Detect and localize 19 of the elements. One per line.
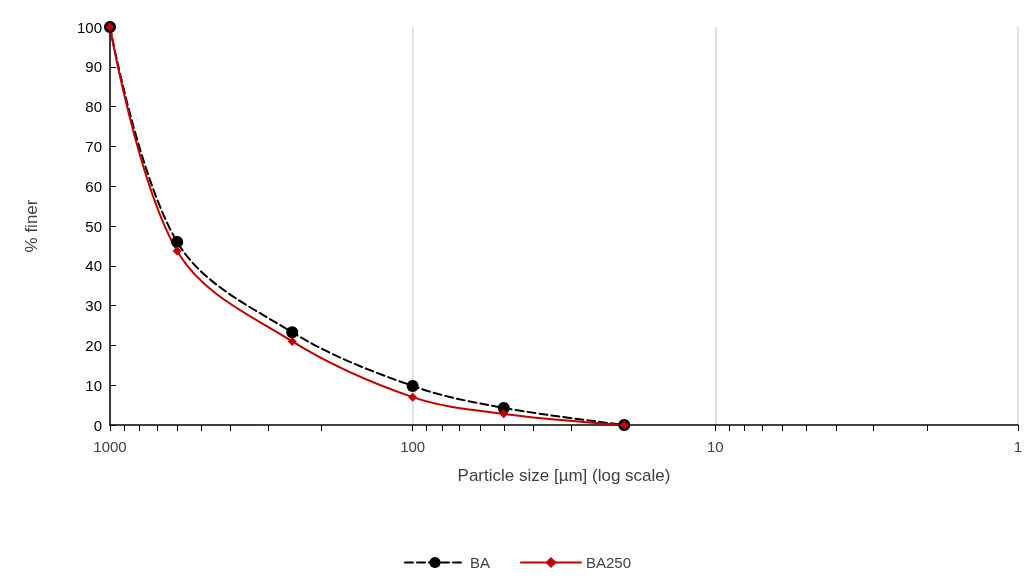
- x-tick-label: 10: [706, 438, 724, 455]
- x-tick-label: 1: [1013, 438, 1023, 455]
- x-axis-title: Particle size [µm] (log scale): [457, 466, 671, 485]
- y-tick-label: 40: [85, 257, 102, 275]
- y-tick-label: 0: [93, 416, 102, 434]
- y-tick-label: 60: [85, 177, 102, 195]
- x-tick-label: 100: [400, 438, 426, 455]
- y-tick-label: 70: [85, 137, 102, 155]
- legend-label: BA: [469, 554, 490, 571]
- y-tick-label: 20: [85, 336, 102, 354]
- y-tick-label: 80: [85, 98, 102, 116]
- y-tick-label: 50: [85, 217, 102, 235]
- y-tick-label: 30: [85, 297, 102, 315]
- y-tick-label: 10: [85, 376, 102, 394]
- y-axis-title: % finer: [22, 199, 41, 253]
- y-tick-label: 90: [85, 58, 102, 76]
- x-tick-label: 1000: [93, 438, 127, 455]
- y-tick-label: 100: [76, 18, 102, 36]
- legend-label: BA250: [585, 554, 632, 571]
